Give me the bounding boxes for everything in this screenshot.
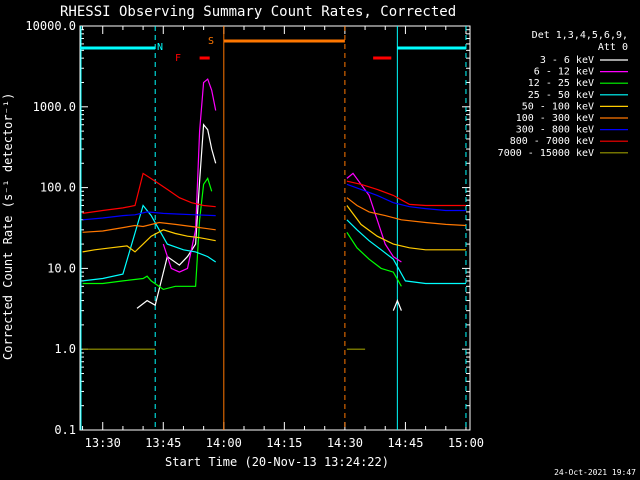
legend-entry-label: 100 - 300 keV (516, 113, 594, 124)
x-tick-label: 14:00 (206, 436, 242, 450)
flare-flag-label: F (175, 53, 181, 64)
y-tick-label: 1.0 (54, 342, 76, 356)
date-stamp: 24-Oct-2021 19:47 (554, 468, 636, 477)
series-line-100-300-kev (346, 197, 467, 227)
y-axis-label: Corrected Count Rate (s⁻¹ detector⁻¹) (1, 93, 15, 360)
legend-title: Det 1,3,4,5,6,9, (532, 30, 628, 41)
x-tick-label: 13:30 (85, 436, 121, 450)
y-tick-label: 10000.0 (25, 19, 76, 33)
series-line-25-50-kev (346, 219, 466, 285)
series-line-12-25-kev (82, 177, 213, 291)
y-tick-label: 0.1 (54, 423, 76, 437)
x-tick-label: 14:15 (266, 436, 302, 450)
y-tick-label: 1000.0 (33, 100, 76, 114)
series-line-300-800-kev (82, 211, 216, 221)
legend-entry-label: 6 - 12 keV (534, 67, 594, 78)
x-axis-label: Start Time (20-Nov-13 13:24:22) (165, 455, 389, 469)
y-tick-label: 10.0 (47, 261, 76, 275)
plot-frame (79, 25, 471, 431)
legend-entry-label: 800 - 7000 keV (510, 136, 594, 147)
series-line-800-7000-kev (346, 180, 466, 207)
y-tick-label: 100.0 (40, 181, 76, 195)
legend-entry-label: 7000 - 15000 keV (498, 148, 594, 159)
x-tick-label: 15:00 (448, 436, 484, 450)
series-line-3-6-kev (136, 123, 217, 309)
series-line-12-25-kev (346, 231, 402, 287)
legend-entry-label: 25 - 50 keV (528, 90, 594, 101)
x-tick-label: 14:45 (387, 436, 423, 450)
series-line-300-800-kev (346, 183, 466, 212)
legend-entry-label: 3 - 6 keV (540, 55, 594, 66)
series-line-6-12-kev (162, 78, 217, 273)
x-tick-label: 13:45 (145, 436, 181, 450)
legend-entry-label: 12 - 25 keV (528, 78, 594, 89)
chart-title: RHESSI Observing Summary Count Rates, Co… (60, 4, 456, 20)
series-line-3-6-kev (392, 299, 402, 311)
series-line-6-12-kev (346, 172, 402, 263)
series-line-100-300-kev (82, 221, 216, 233)
series-line-50-100-kev (82, 229, 216, 253)
saa-flag-label: S (208, 36, 214, 47)
legend-title: Att 0 (598, 42, 628, 53)
series-line-800-7000-kev (82, 172, 216, 214)
legend-entry-label: 300 - 800 keV (516, 125, 594, 136)
series-line-25-50-kev (82, 204, 217, 282)
night-flag-label: N (157, 42, 163, 53)
legend-entry-label: 50 - 100 keV (522, 101, 594, 112)
series-line-50-100-kev (346, 205, 466, 251)
x-tick-label: 14:30 (327, 436, 363, 450)
